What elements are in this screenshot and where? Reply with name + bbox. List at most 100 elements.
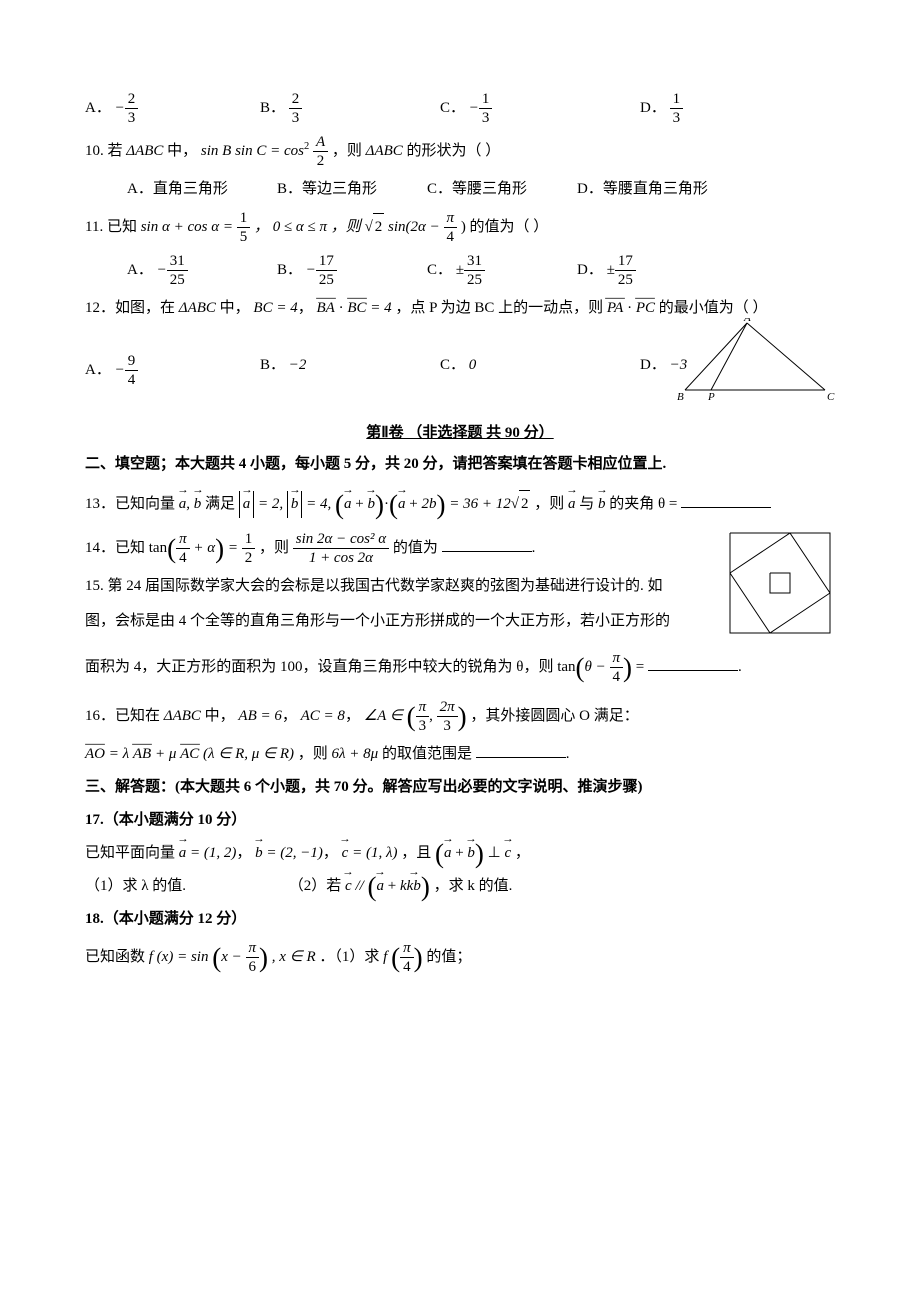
text: 的夹角 θ = [609, 496, 677, 512]
expr: ∠A ∈ [364, 708, 403, 724]
q9-choice-b: B． 23 [260, 90, 440, 127]
text: ， 0 ≤ α ≤ π ，则 [254, 219, 361, 235]
q15-line3: 面积为 4，大正方形的面积为 100，设直角三角形中较大的锐角为 θ，则 tan… [85, 649, 835, 686]
frac-den: 2 [313, 152, 328, 170]
vec: a [444, 840, 452, 867]
text: 面积为 4，大正方形的面积为 100，设直角三角形中较大的锐角为 θ，则 [85, 659, 553, 675]
text: ，则 [259, 540, 289, 556]
q12-choice-c: C． 0 [440, 352, 640, 389]
vec: AC [180, 741, 199, 768]
vec-a: a [179, 491, 187, 518]
frac-den: 1 + cos 2α [293, 549, 389, 567]
svg-text:C: C [827, 391, 835, 403]
vec: AO [85, 741, 105, 768]
q10-choice-b: B．等边三角形 [277, 176, 427, 203]
text: ，求 k 的值. [434, 878, 513, 894]
text: 12．如图，在 [85, 300, 175, 316]
text: ，则 [298, 746, 328, 762]
text: 11. 已知 [85, 219, 137, 235]
sqrt: 2 [519, 490, 531, 518]
blank [681, 492, 771, 508]
val: 0 [469, 357, 477, 373]
expr: AC = 8 [301, 708, 345, 724]
choice-label: B． [260, 357, 285, 373]
text: 中， [205, 708, 235, 724]
q10-choice-c: C．等腰三角形 [427, 176, 577, 203]
q17-subs: （1）求 λ 的值. （2）若 c // (a + kkb) ，求 k 的值. [85, 873, 835, 900]
vec-a: a [243, 491, 251, 518]
frac-num: 1 [242, 530, 256, 549]
frac-num: π [246, 939, 260, 958]
q11-choice-d: D． ±1725 [577, 252, 636, 289]
text: ，点 P 为边 BC 上的一动点，则 [395, 300, 603, 316]
frac-den: 4 [444, 228, 458, 246]
svg-text:B: B [677, 391, 684, 403]
frac-den: 6 [246, 958, 260, 976]
vec: kb [407, 873, 421, 900]
frac-den: 5 [237, 228, 251, 246]
vec: b [467, 840, 475, 867]
expr: BC = 4 [253, 300, 297, 316]
expr: = 4, [306, 496, 331, 512]
vec: c [505, 840, 512, 867]
frac-num: π [400, 939, 414, 958]
section2-subtitle: 二、填空题；本大题共 4 小题，每小题 5 分，共 20 分，请把答案填在答题卡… [85, 451, 835, 478]
text: 的最小值为（ ） [659, 300, 768, 316]
expr: 6λ + 8μ [332, 746, 379, 762]
q10-choices: A．直角三角形 B．等边三角形 C．等腰三角形 D．等腰直角三角形 [85, 176, 835, 203]
expr: (λ ∈ R, μ ∈ R) [203, 746, 294, 762]
vec-a: a [568, 491, 576, 518]
q16-line2: AO = λ AB + μ AC (λ ∈ R, μ ∈ R) ，则 6λ + … [85, 741, 835, 768]
blank [476, 742, 566, 758]
text: ，且 [401, 845, 431, 861]
expr: = 4 [370, 300, 391, 316]
text: 与 [579, 496, 594, 512]
vec: a [377, 873, 385, 900]
q15-line2: 图，会标是由 4 个全等的直角三角形与一个小正方形拼成的一个大正方形，若小正方形… [85, 608, 835, 635]
text: （2）若 [289, 878, 342, 894]
q12-triangle-figure: ABCP [675, 318, 835, 403]
frac-num: 17 [316, 252, 337, 271]
q9-choice-d: D． 13 [640, 90, 683, 127]
q18-header: 18.（本小题满分 12 分） [85, 906, 835, 933]
vec-b: b [194, 491, 202, 518]
expr: = 36 + 12 [449, 496, 511, 512]
expr: sin(2α − [388, 219, 444, 235]
frac-den: 3 [670, 109, 684, 127]
q11-choice-a: A． −3125 [127, 252, 277, 289]
text: 中， [167, 143, 197, 159]
choice-label: A． [85, 362, 111, 378]
frac-num: 1 [670, 90, 684, 109]
text: 14．已知 [85, 540, 145, 556]
q16-line1: 16．已知在 ΔABC 中， AB = 6， AC = 8， ∠A ∈ (π3,… [85, 698, 835, 735]
expr: θ − [585, 659, 606, 675]
frac-num: 17 [615, 252, 636, 271]
text: 10. 若 [85, 143, 123, 159]
text: 的形状为（ ） [407, 143, 501, 159]
text: = [636, 659, 644, 675]
vec: AB [133, 741, 151, 768]
frac-den: 4 [400, 958, 414, 976]
expr: = 2, [258, 496, 283, 512]
expr: AB = 6 [238, 708, 281, 724]
frac-num: 2 [289, 90, 303, 109]
text: 中， [220, 300, 250, 316]
choice-label: B． [260, 100, 285, 116]
text: ．（1）求 [319, 949, 379, 965]
q10-choice-a: A．直角三角形 [127, 176, 277, 203]
blank [442, 536, 532, 552]
q11-stem: 11. 已知 sin α + cos α = 15 ， 0 ≤ α ≤ π ，则… [85, 209, 835, 246]
q9-choices: A． −23 B． 23 C． −13 D． 13 [85, 90, 835, 127]
vec: PC [636, 295, 655, 322]
choice-label: C． [427, 262, 452, 278]
frac-den: 4 [610, 668, 624, 686]
q9-choice-c: C． −13 [440, 90, 640, 127]
svg-text:P: P [707, 391, 715, 403]
sign: − [306, 262, 316, 278]
q17-sub1: （1）求 λ 的值. [85, 873, 285, 900]
q10-choice-d: D．等腰直角三角形 [577, 176, 708, 203]
frac-num: 2π [437, 698, 458, 717]
choice-label: D． [640, 100, 666, 116]
frac-num: 9 [125, 352, 139, 371]
choice-label: D． [577, 262, 603, 278]
